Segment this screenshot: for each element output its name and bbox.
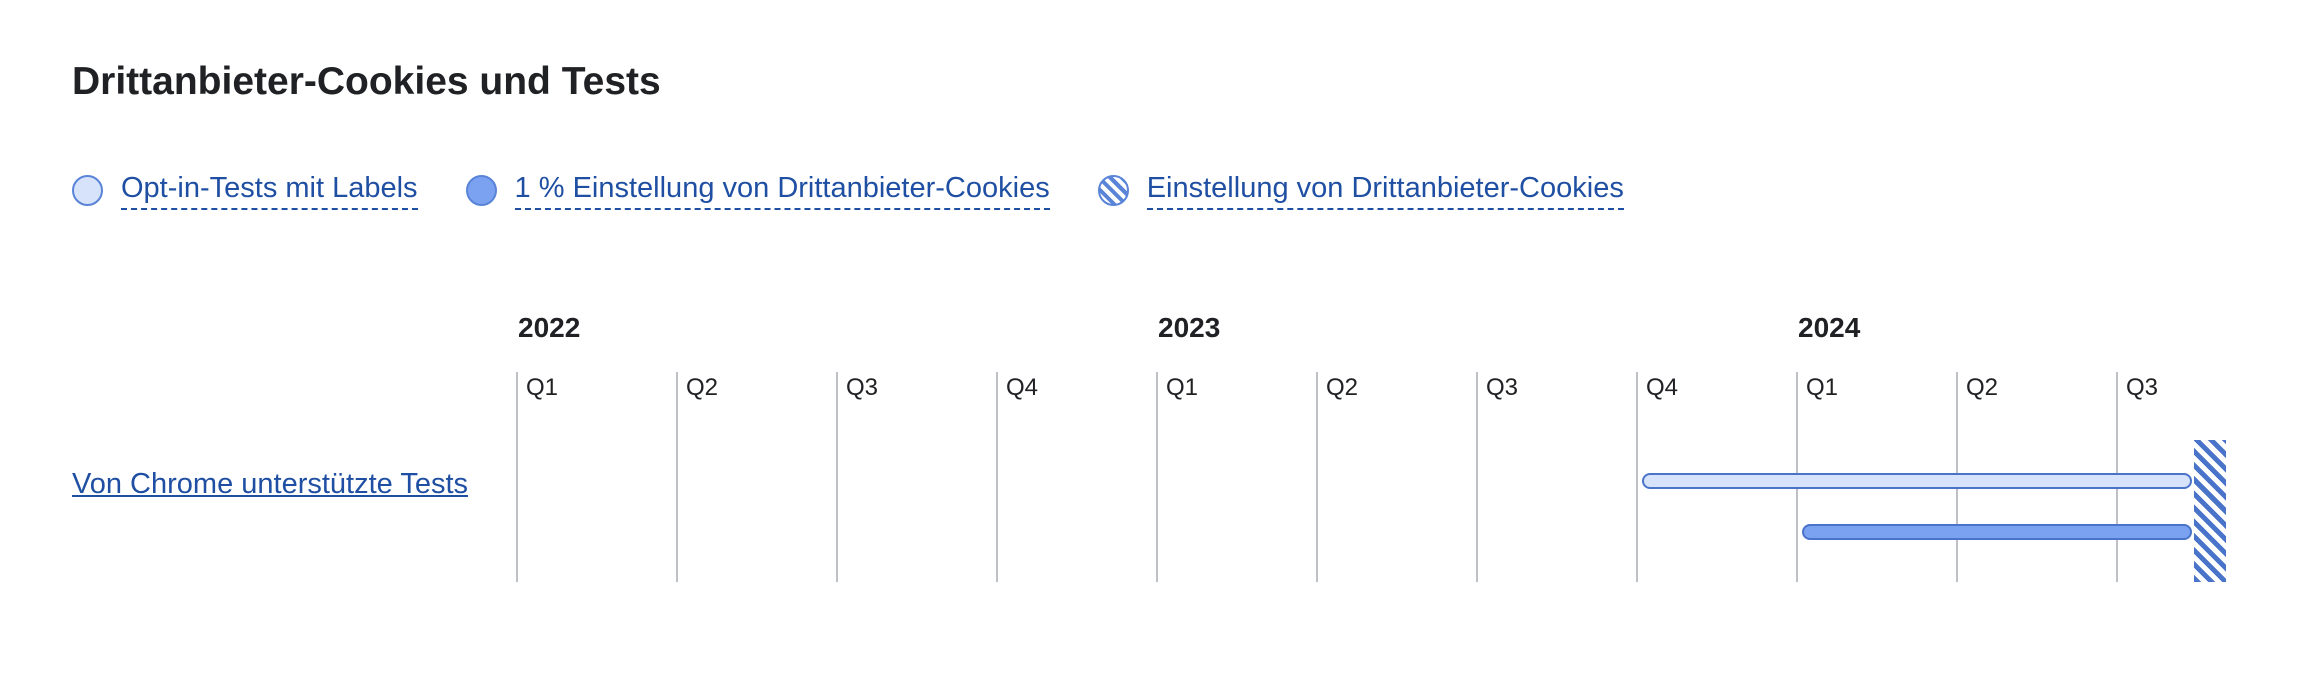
legend: Opt-in-Tests mit Labels 1 % Einstellung … [72,168,1672,212]
striped-circle-icon [1097,174,1129,206]
quarter-gridline [1156,372,1158,582]
bar-cookie-setting [2194,440,2226,582]
year-label: 2024 [1798,312,1861,343]
quarter-gridline [996,372,998,582]
legend-item-optin-tests[interactable]: Opt-in-Tests mit Labels [72,171,418,210]
solid-circle-icon [465,174,497,206]
quarter-label: Q4 [1006,374,1039,401]
year-label: 2022 [518,312,581,343]
year-label: 2023 [1158,312,1221,343]
quarter-gridline [1636,372,1638,582]
bar-optin-tests [1642,473,2192,489]
quarter-gridline [1316,372,1318,582]
quarter-label: Q1 [1166,374,1199,401]
quarter-label: Q2 [1966,374,1999,401]
page-title: Drittanbieter-Cookies und Tests [72,60,661,103]
quarter-label: Q2 [1326,374,1359,401]
quarter-gridline [516,372,518,582]
light-circle-icon [72,174,103,206]
quarter-label: Q3 [1486,374,1519,401]
quarter-gridline [676,372,678,582]
quarter-label: Q3 [2126,374,2159,401]
legend-link-optin-tests[interactable]: Opt-in-Tests mit Labels [121,171,418,210]
bar-one-percent [1802,524,2192,540]
legend-item-cookie-setting[interactable]: Einstellung von Drittanbieter-Cookies [1097,171,1624,210]
quarter-label: Q2 [686,374,719,401]
quarter-gridline [836,372,838,582]
quarter-label: Q4 [1646,374,1679,401]
quarter-gridline [1476,372,1478,582]
quarter-label: Q1 [1806,374,1839,401]
quarter-label: Q1 [526,374,559,401]
legend-link-cookie-setting[interactable]: Einstellung von Drittanbieter-Cookies [1146,171,1624,210]
legend-link-one-percent[interactable]: 1 % Einstellung von Drittanbieter-Cookie… [514,171,1050,210]
quarter-label: Q3 [846,374,879,401]
legend-item-one-percent[interactable]: 1 % Einstellung von Drittanbieter-Cookie… [465,171,1050,210]
row-label-chrome-tests[interactable]: Von Chrome unterstützte Tests [72,468,469,500]
